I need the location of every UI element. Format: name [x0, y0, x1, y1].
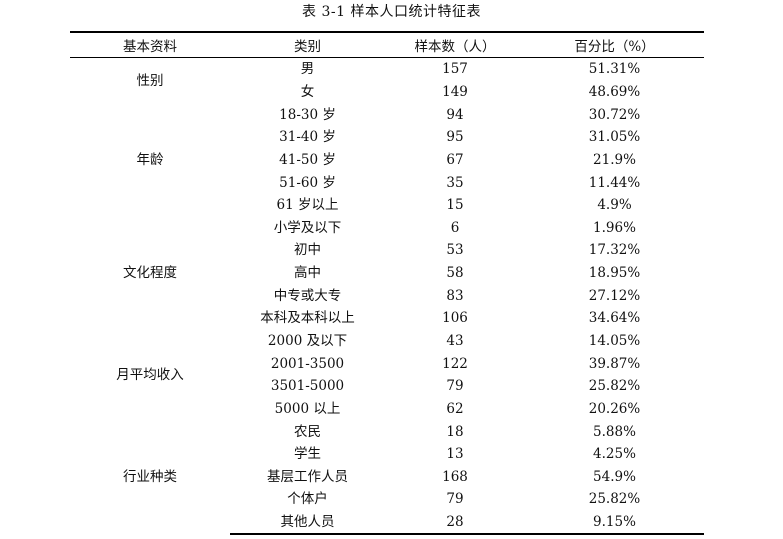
percent-cell: 25.82% — [588, 491, 641, 508]
category-cell: 61 岁以上 — [276, 197, 339, 214]
count-cell: 35 — [446, 174, 464, 191]
table-row: 高中 58 18.95% — [70, 262, 704, 285]
percent-cell: 25.82% — [588, 378, 641, 395]
table-row: 个体户 79 25.82% — [70, 488, 704, 511]
demographics-table: 基本资料 类别 样本数（人） 百分比（%） 性别 男 157 51.31% 女 149 48… — [70, 31, 704, 536]
category-cell: 51-60 岁 — [279, 174, 336, 191]
group-label: 月平均收入 — [116, 366, 184, 383]
percent-cell: 5.88% — [593, 423, 636, 440]
table-row: 文化程度 小学及以下 6 1.96% — [70, 216, 704, 281]
group-label: 性别 — [136, 72, 164, 89]
category-cell: 3501-5000 — [270, 378, 345, 395]
category-cell: 本科及本科以上 — [260, 310, 355, 327]
table-row: 本科及本科以上 106 34.64% — [70, 307, 704, 330]
count-cell: 6 — [450, 219, 460, 236]
percent-cell: 27.12% — [588, 287, 641, 304]
percent-cell: 30.72% — [588, 106, 641, 123]
header-sample-count: 样本数（人） — [385, 31, 525, 58]
count-cell: 62 — [446, 400, 464, 417]
percent-cell: 18.95% — [588, 265, 641, 282]
table-row: 3501-5000 79 25.82% — [70, 375, 704, 398]
table-row: 年龄 18-30 岁 94 30.72% — [70, 103, 704, 168]
category-cell: 学生 — [294, 446, 321, 463]
count-cell: 168 — [442, 468, 468, 485]
table-row: 月平均收入 2000 及以下 43 14.05% — [70, 330, 704, 383]
count-cell: 106 — [442, 310, 468, 327]
table-row: 行业种类 农民 18 5.88% — [70, 420, 704, 486]
table-row: 31-40 岁 95 31.05% — [70, 126, 704, 149]
count-cell: 67 — [446, 151, 464, 168]
count-cell: 94 — [446, 106, 464, 123]
category-cell: 18-30 岁 — [279, 106, 336, 123]
table-body: 性别 男 157 51.31% 女 149 48.69% 年龄 18-30 岁 94 30.72% 3… — [70, 58, 704, 536]
category-cell: 其他人员 — [230, 510, 385, 536]
category-cell: 男 — [300, 61, 315, 78]
percent-cell: 31.05% — [588, 129, 641, 146]
table-row: 61 岁以上 15 4.9% — [70, 194, 704, 217]
count-cell: 79 — [446, 491, 464, 508]
category-cell: 2000 及以下 — [267, 333, 348, 349]
count-cell: 83 — [446, 287, 464, 304]
group-label: 行业种类 — [123, 469, 177, 486]
table-row: 性别 男 157 51.31% — [70, 58, 704, 88]
header-percentage: 百分比（%） — [525, 31, 704, 58]
table-row: 学生 13 4.25% — [70, 443, 704, 466]
table-row: 5000 以上 62 20.26% — [70, 398, 704, 421]
header-category: 类别 — [230, 31, 385, 58]
count-cell: 122 — [442, 355, 468, 372]
category-cell: 41-50 岁 — [279, 151, 336, 168]
category-cell: 初中 — [294, 242, 321, 259]
category-cell: 基层工作人员 — [267, 468, 348, 485]
percent-cell: 51.31% — [588, 61, 641, 78]
count-cell: 53 — [446, 242, 464, 259]
table-row: 女 149 48.69% — [70, 81, 704, 104]
percent-cell: 21.9% — [593, 151, 636, 168]
table-row: 其他人员 28 9.15% — [70, 510, 704, 536]
table-row: 51-60 岁 35 11.44% — [70, 171, 704, 194]
count-cell: 15 — [446, 197, 464, 214]
count-cell: 58 — [446, 265, 464, 282]
percent-cell: 9.15% — [525, 510, 704, 536]
table-row: 中专或大专 83 27.12% — [70, 284, 704, 307]
group-label: 年龄 — [136, 151, 164, 168]
count-cell: 28 — [385, 510, 525, 536]
category-cell: 5000 以上 — [274, 400, 341, 417]
category-cell: 2001-3500 — [270, 355, 345, 372]
count-cell: 157 — [442, 61, 468, 78]
count-cell: 95 — [446, 129, 464, 146]
category-cell: 农民 — [294, 423, 321, 440]
category-cell: 中专或大专 — [273, 287, 342, 304]
count-cell: 13 — [446, 446, 464, 463]
group-label: 文化程度 — [123, 265, 177, 282]
percent-cell: 39.87% — [588, 355, 641, 372]
category-cell: 高中 — [294, 265, 321, 282]
header-row: 基本资料 类别 样本数（人） 百分比（%） — [70, 31, 704, 58]
table-row: 41-50 岁 67 21.9% — [70, 149, 704, 172]
percent-cell: 34.64% — [588, 310, 641, 327]
count-cell: 79 — [446, 378, 464, 395]
table-header: 基本资料 类别 样本数（人） 百分比（%） — [70, 31, 704, 58]
percent-cell: 1.96% — [593, 219, 636, 236]
percent-cell: 4.9% — [597, 197, 632, 214]
percent-cell: 11.44% — [588, 174, 641, 191]
count-cell: 18 — [446, 423, 464, 440]
category-cell: 31-40 岁 — [279, 129, 336, 146]
percent-cell: 14.05% — [588, 333, 641, 349]
percent-cell: 48.69% — [588, 83, 641, 100]
category-cell: 个体户 — [287, 491, 328, 508]
table-row: 2001-3500 122 39.87% — [70, 352, 704, 375]
count-cell: 149 — [442, 83, 468, 100]
category-cell: 小学及以下 — [273, 219, 342, 236]
percent-cell: 4.25% — [593, 446, 636, 463]
count-cell: 43 — [446, 333, 464, 349]
table-caption: 表 3-1 样本人口统计特征表 — [302, 4, 481, 20]
category-cell: 女 — [300, 83, 315, 100]
header-basic-info: 基本资料 — [70, 31, 230, 58]
table-row: 初中 53 17.32% — [70, 239, 704, 262]
table-row: 基层工作人员 168 54.9% — [70, 466, 704, 489]
percent-cell: 17.32% — [588, 242, 641, 259]
percent-cell: 20.26% — [588, 400, 641, 417]
percent-cell: 54.9% — [593, 468, 636, 485]
